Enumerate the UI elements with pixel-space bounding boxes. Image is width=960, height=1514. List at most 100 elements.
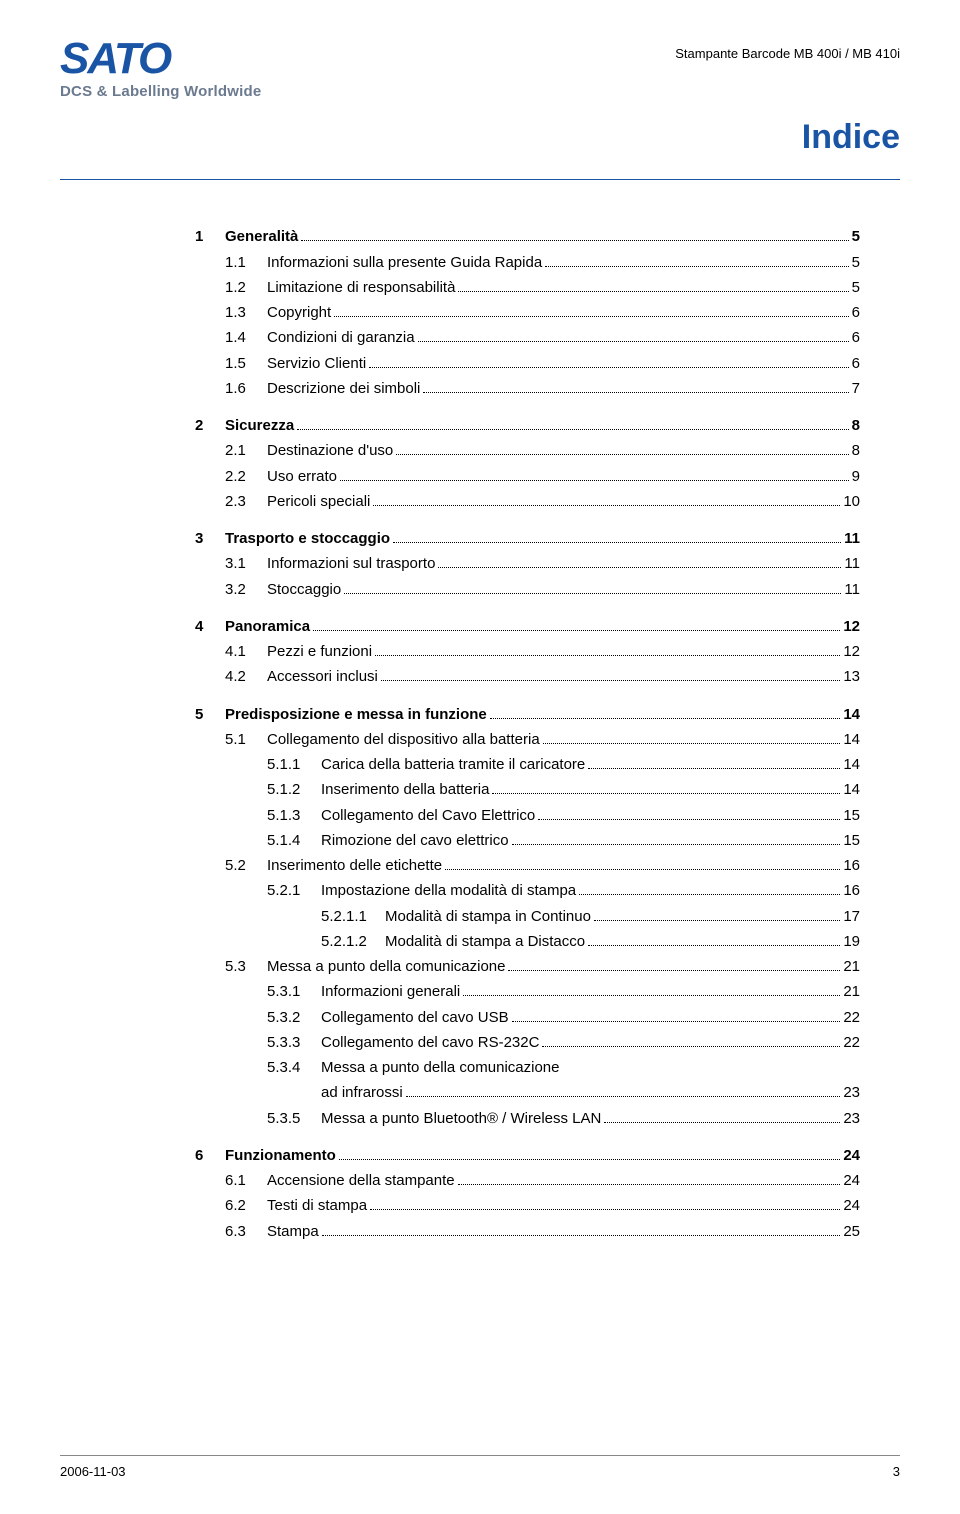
toc-entry[interactable]: 2.1Destinazione d'uso8: [195, 439, 860, 462]
toc-entry-title: Messa a punto della comunicazione: [267, 955, 505, 978]
toc-entry-title: Informazioni sul trasporto: [267, 552, 435, 575]
toc-entry-title: Informazioni generali: [321, 980, 460, 1003]
footer-row: 2006-11-03 3: [60, 1464, 900, 1479]
toc-entry-page: 21: [843, 955, 860, 978]
toc-entry[interactable]: 6.1Accensione della stampante24: [195, 1169, 860, 1192]
toc-entry[interactable]: 5.2.1Impostazione della modalità di stam…: [195, 879, 860, 902]
toc-section-gap: [195, 691, 860, 703]
toc-entry-title: Stampa: [267, 1220, 319, 1243]
toc-entry[interactable]: 5.1.2Inserimento della batteria14: [195, 778, 860, 801]
toc-entry-page: 8: [852, 414, 860, 437]
toc-entry-title: Accessori inclusi: [267, 665, 378, 688]
toc-entry[interactable]: 5.3.2Collegamento del cavo USB22: [195, 1006, 860, 1029]
toc-leader-dots: [375, 643, 840, 656]
toc-entry[interactable]: 5.3.4Messa a punto della comunicazione: [195, 1056, 860, 1079]
toc-entry-page: 5: [852, 225, 860, 248]
toc-entry[interactable]: 4Panoramica12: [195, 615, 860, 638]
toc-entry-title: Inserimento delle etichette: [267, 854, 442, 877]
toc-entry-title: Destinazione d'uso: [267, 439, 393, 462]
toc-leader-dots: [423, 380, 848, 393]
toc-entry[interactable]: 5.1.4Rimozione del cavo elettrico15: [195, 829, 860, 852]
toc-leader-dots: [594, 908, 840, 921]
toc-entry[interactable]: 1.4Condizioni di garanzia6: [195, 326, 860, 349]
toc-entry[interactable]: 2Sicurezza8: [195, 414, 860, 437]
toc-entry-page: 12: [843, 615, 860, 638]
toc-entry-page: 11: [844, 578, 860, 601]
toc-leader-dots: [463, 984, 840, 997]
toc-leader-dots: [322, 1223, 841, 1236]
toc-entry[interactable]: 5.3.1Informazioni generali21: [195, 980, 860, 1003]
toc-entry-number: 4.2: [225, 665, 267, 688]
toc-entry[interactable]: 5.3.3Collegamento del cavo RS-232C22: [195, 1031, 860, 1054]
toc-entry-number: 5.3.4: [267, 1056, 321, 1079]
toc-leader-dots: [458, 1172, 841, 1185]
toc-entry[interactable]: 5.2.1.1Modalità di stampa in Continuo17: [195, 905, 860, 928]
toc-entry[interactable]: 1.1Informazioni sulla presente Guida Rap…: [195, 251, 860, 274]
toc-leader-dots: [604, 1110, 840, 1123]
toc-entry[interactable]: 1.3Copyright6: [195, 301, 860, 324]
toc-entry-number: 4.1: [225, 640, 267, 663]
toc-entry[interactable]: 3.2Stoccaggio11: [195, 578, 860, 601]
toc-entry[interactable]: 5.3.5Messa a punto Bluetooth® / Wireless…: [195, 1107, 860, 1130]
toc-entry[interactable]: 3Trasporto e stoccaggio11: [195, 527, 860, 550]
toc-entry[interactable]: 5.2.1.2Modalità di stampa a Distacco19: [195, 930, 860, 953]
toc-entry-title: Uso errato: [267, 465, 337, 488]
toc-entry-title: Informazioni sulla presente Guida Rapida: [267, 251, 542, 274]
toc-entry-number: 5.1: [225, 728, 267, 751]
toc-entry-number: 5.3.3: [267, 1031, 321, 1054]
toc-entry-title: Modalità di stampa in Continuo: [385, 905, 591, 928]
toc-leader-dots: [538, 807, 840, 820]
table-of-contents: 1Generalità5 1.1Informazioni sulla presen…: [195, 225, 860, 1257]
toc-entry[interactable]: 6.3Stampa25: [195, 1220, 860, 1243]
toc-entry[interactable]: 4.2Accessori inclusi13: [195, 665, 860, 688]
toc-entry[interactable]: 6.2Testi di stampa24: [195, 1194, 860, 1217]
toc-leader-dots: [297, 417, 848, 430]
toc-leader-dots: [512, 832, 841, 845]
toc-entry[interactable]: 2.2Uso errato9: [195, 465, 860, 488]
toc-entry-title: Modalità di stampa a Distacco: [385, 930, 585, 953]
toc-leader-dots: [545, 254, 849, 267]
toc-leader-dots: [445, 857, 840, 870]
toc-entry-title: Stoccaggio: [267, 578, 341, 601]
toc-entry-number: 6.3: [225, 1220, 267, 1243]
logo-block: SATO DCS & Labelling Worldwide: [60, 40, 261, 100]
toc-entry-number: 2.2: [225, 465, 267, 488]
document-reference: Stampante Barcode MB 400i / MB 410i: [675, 46, 900, 61]
toc-entry[interactable]: 5Predisposizione e messa in funzione14: [195, 703, 860, 726]
toc-entry[interactable]: 5.2Inserimento delle etichette16: [195, 854, 860, 877]
toc-leader-dots: [579, 883, 840, 896]
toc-entry-page: 12: [843, 640, 860, 663]
toc-entry-number: 6.2: [225, 1194, 267, 1217]
toc-entry-page: 22: [843, 1031, 860, 1054]
toc-entry-page: 22: [843, 1006, 860, 1029]
logo-sato: SATO: [60, 40, 261, 77]
toc-entry[interactable]: 6Funzionamento24: [195, 1144, 860, 1167]
toc-entry-number: 5.1.1: [267, 753, 321, 776]
toc-entry-number: 5: [195, 703, 225, 726]
toc-entry[interactable]: 5.1.1Carica della batteria tramite il ca…: [195, 753, 860, 776]
toc-entry[interactable]: 1Generalità5: [195, 225, 860, 248]
toc-entry[interactable]: 5.3Messa a punto della comunicazione21: [195, 955, 860, 978]
toc-entry[interactable]: 2.3Pericoli speciali10: [195, 490, 860, 513]
toc-entry-number: 4: [195, 615, 225, 638]
toc-entry-title: Predisposizione e messa in funzione: [225, 703, 487, 726]
toc-entry-number: 6: [195, 1144, 225, 1167]
toc-leader-dots: [543, 731, 841, 744]
toc-leader-dots: [438, 556, 841, 569]
toc-leader-dots: [370, 1198, 840, 1211]
toc-entry[interactable]: 4.1Pezzi e funzioni12: [195, 640, 860, 663]
toc-entry-title: Funzionamento: [225, 1144, 336, 1167]
toc-entry-page: 6: [852, 352, 860, 375]
toc-entry[interactable]: 1.6Descrizione dei simboli7: [195, 377, 860, 400]
toc-entry[interactable]: 1.2Limitazione di responsabilità5: [195, 276, 860, 299]
toc-entry-title: Messa a punto Bluetooth® / Wireless LAN: [321, 1107, 601, 1130]
toc-leader-dots: [369, 355, 848, 368]
toc-entry[interactable]: 3.1Informazioni sul trasporto11: [195, 552, 860, 575]
toc-entry[interactable]: 1.5Servizio Clienti6: [195, 352, 860, 375]
toc-entry-page: 6: [852, 326, 860, 349]
toc-entry[interactable]: 5.1.3Collegamento del Cavo Elettrico15: [195, 804, 860, 827]
toc-entry-page: 5: [852, 251, 860, 274]
toc-leader-dots: [542, 1034, 840, 1047]
toc-entry[interactable]: 5.1Collegamento del dispositivo alla bat…: [195, 728, 860, 751]
toc-entry-page: 24: [843, 1194, 860, 1217]
